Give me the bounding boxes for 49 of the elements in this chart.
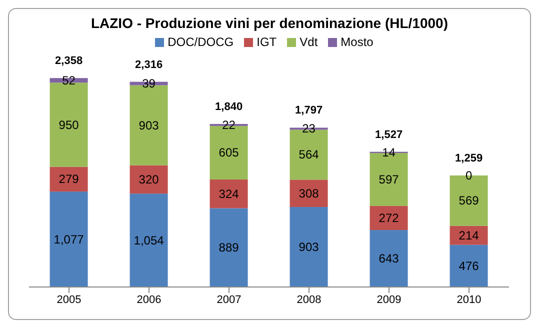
total-label: 2,358: [55, 55, 83, 68]
data-label: 279: [58, 172, 80, 186]
data-label: 1,054: [134, 233, 164, 248]
x-tick-label: 2006: [136, 294, 162, 306]
data-label: 569: [458, 194, 480, 208]
bar: [50, 192, 88, 287]
bar: [130, 194, 168, 287]
data-label: 643: [378, 252, 400, 266]
data-label: 564: [298, 148, 320, 162]
data-label: 476: [458, 258, 480, 273]
bar: [130, 165, 168, 194]
data-label: 903: [138, 118, 160, 132]
data-label: 597: [378, 172, 400, 186]
legend-label: Mosto: [340, 35, 374, 49]
total-label: 1,259: [455, 152, 483, 164]
data-label: 1,077: [54, 232, 84, 246]
bar: [370, 206, 408, 230]
bar: [210, 208, 248, 287]
bar: [290, 206, 328, 287]
bar: [450, 226, 488, 245]
total-label: 1,840: [215, 100, 243, 113]
bar: [50, 166, 88, 192]
x-tick-label: 2010: [456, 294, 482, 306]
bar: [210, 180, 248, 208]
data-label: 214: [458, 228, 480, 242]
legend-label: Vdt: [300, 35, 318, 49]
data-label: 272: [378, 210, 400, 225]
x-tick-label: 2005: [56, 294, 82, 306]
data-label: 23: [302, 122, 316, 136]
data-label: 320: [138, 172, 160, 186]
x-tick-label: 2009: [376, 294, 402, 306]
data-label: 605: [218, 146, 240, 160]
bar: [370, 230, 408, 287]
x-tick-label: 2007: [216, 294, 242, 306]
total-label: 1,527: [375, 128, 403, 141]
data-label: 903: [298, 240, 320, 254]
legend-label: DOC/DOCG: [168, 35, 234, 49]
data-label: 950: [58, 118, 80, 132]
chart-title: LAZIO - Produzione vini per denominazione (HL/1000): [90, 15, 450, 31]
bar: [290, 180, 328, 207]
legend-label: IGT: [256, 35, 277, 49]
x-tick-label: 2008: [296, 294, 322, 306]
total-label: 1,797: [295, 104, 323, 117]
data-label: 889: [218, 240, 240, 255]
data-label: 324: [218, 186, 240, 201]
total-label: 2,316: [135, 58, 163, 71]
data-label: 308: [298, 186, 320, 200]
bar: [450, 244, 488, 287]
data-label: 22: [222, 118, 236, 132]
